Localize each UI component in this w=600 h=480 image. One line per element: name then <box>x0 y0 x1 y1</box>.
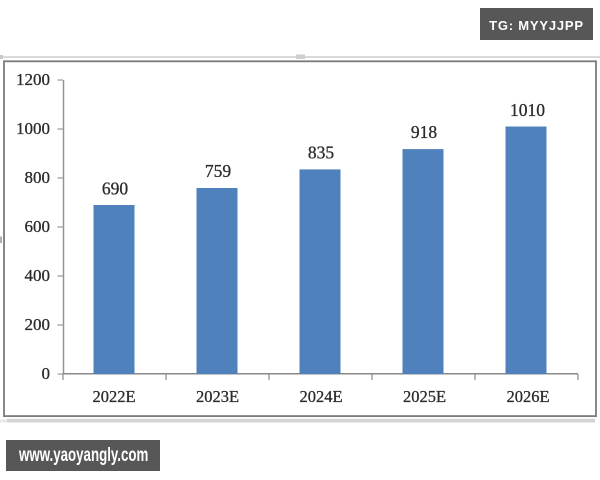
svg-text:600: 600 <box>25 217 51 236</box>
svg-text:2025E: 2025E <box>403 387 446 406</box>
svg-text:2022E: 2022E <box>92 387 135 406</box>
svg-text:835: 835 <box>308 143 335 163</box>
svg-text:1000: 1000 <box>16 119 50 138</box>
svg-text:1200: 1200 <box>16 70 50 89</box>
svg-text:2023E: 2023E <box>196 387 239 406</box>
svg-text:2026E: 2026E <box>506 387 549 406</box>
svg-text:800: 800 <box>25 168 51 187</box>
svg-text:918: 918 <box>411 122 438 142</box>
svg-text:200: 200 <box>25 315 51 334</box>
svg-text:759: 759 <box>205 161 232 181</box>
svg-text:2024E: 2024E <box>299 387 342 406</box>
svg-text:0: 0 <box>42 364 51 383</box>
svg-text:400: 400 <box>25 266 51 285</box>
svg-text:690: 690 <box>102 179 129 199</box>
svg-text:1010: 1010 <box>510 100 545 120</box>
